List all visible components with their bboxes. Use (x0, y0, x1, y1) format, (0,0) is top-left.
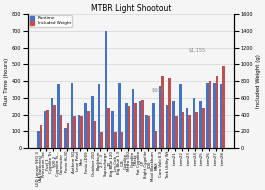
Y-axis label: Run Time (hours): Run Time (hours) (4, 57, 9, 105)
Bar (94, 121, 96, 148)
Bar (220, 84, 222, 148)
Bar (100, 132, 103, 148)
Title: MTBR Light Shootout: MTBR Light Shootout (91, 4, 171, 13)
Bar (159, 86, 161, 148)
Text: $1,155: $1,155 (189, 48, 206, 52)
Bar (125, 103, 127, 148)
Bar (186, 108, 188, 148)
Bar (112, 111, 114, 148)
Bar (134, 103, 137, 148)
Bar (91, 96, 94, 148)
Bar (148, 116, 151, 148)
Bar (202, 108, 205, 148)
Bar (213, 83, 215, 148)
Bar (51, 98, 53, 148)
Bar (209, 81, 211, 148)
Text: $600: $600 (152, 88, 164, 93)
Bar (71, 83, 73, 148)
Bar (182, 112, 184, 148)
Legend: Runtime, Included Weight: Runtime, Included Weight (29, 15, 72, 27)
Bar (84, 103, 87, 148)
Bar (67, 123, 69, 148)
Bar (46, 110, 49, 148)
Bar (161, 76, 164, 148)
Bar (188, 116, 191, 148)
Bar (60, 115, 63, 148)
Bar (206, 83, 209, 148)
Bar (200, 101, 202, 148)
Bar (215, 76, 218, 148)
Bar (145, 115, 148, 148)
Bar (175, 116, 178, 148)
Bar (141, 100, 144, 148)
Bar (107, 108, 110, 148)
Y-axis label: Included Weight (g): Included Weight (g) (256, 54, 261, 108)
Bar (53, 105, 56, 148)
Bar (114, 132, 117, 148)
Bar (57, 84, 60, 148)
Bar (127, 106, 130, 148)
Bar (166, 105, 168, 148)
Bar (118, 83, 121, 148)
Bar (39, 125, 42, 148)
Bar (172, 101, 175, 148)
Bar (73, 116, 76, 148)
Bar (78, 115, 80, 148)
Bar (44, 111, 46, 148)
Bar (222, 66, 225, 148)
Bar (195, 112, 198, 148)
Bar (168, 78, 171, 148)
Bar (98, 84, 100, 148)
Bar (155, 131, 157, 148)
Bar (139, 101, 141, 148)
Bar (80, 116, 83, 148)
Bar (179, 84, 182, 148)
Bar (132, 89, 134, 148)
Bar (193, 98, 195, 148)
Bar (121, 132, 123, 148)
Bar (152, 103, 155, 148)
Bar (64, 128, 67, 148)
Bar (87, 111, 90, 148)
Bar (105, 31, 107, 148)
Bar (37, 131, 39, 148)
